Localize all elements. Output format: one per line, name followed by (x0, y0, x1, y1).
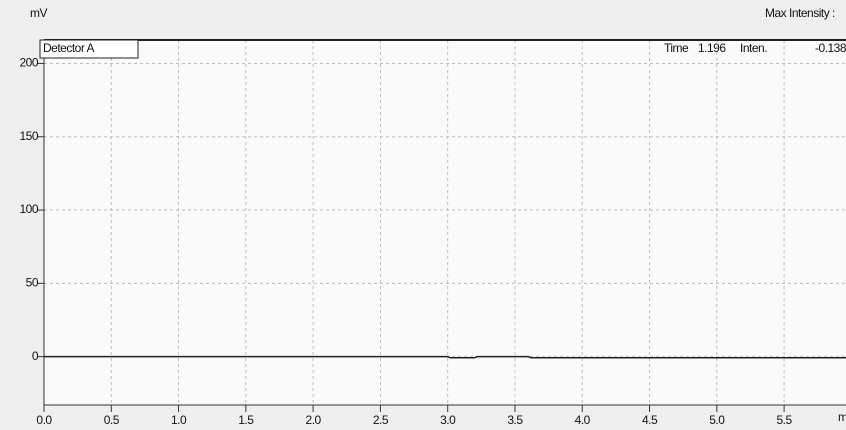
cursor-time: 1.196 (698, 41, 726, 55)
x-tick-label: 5.5 (777, 413, 793, 427)
legend-box (39, 39, 139, 59)
max-intensity-label: Max Intensity : (765, 6, 835, 20)
trace (44, 355, 846, 359)
x-tick-label: 4.5 (642, 413, 658, 427)
cursor-time-label: Time (664, 41, 689, 55)
y-tick-label: 150 (19, 129, 38, 143)
y-tick-label: 100 (19, 202, 38, 216)
x-axis-label: min (838, 410, 846, 424)
cursor-intensity-label: Inten. (740, 41, 767, 55)
y-tick-label: 200 (19, 56, 38, 70)
cursor-intensity: -0.138 (815, 41, 846, 55)
x-tick-label: 2.0 (306, 413, 322, 427)
x-tick-label: 2.5 (373, 413, 389, 427)
x-tick-label: 3.0 (440, 413, 456, 427)
y-axis-label: mV (30, 6, 47, 20)
x-tick-label: 1.0 (171, 413, 187, 427)
x-tick-label: 0.0 (36, 413, 52, 427)
x-tick-label: 5.0 (709, 413, 725, 427)
x-tick-label: 4.0 (575, 413, 591, 427)
plot-area (44, 40, 846, 405)
y-tick-label: 0 (32, 349, 39, 363)
x-tick-label: 1.5 (238, 413, 254, 427)
x-tick-label: 3.5 (507, 413, 523, 427)
x-tick-label: 0.5 (104, 413, 120, 427)
y-tick-label: 50 (26, 276, 39, 290)
legend-entry: Detector A (43, 41, 95, 55)
